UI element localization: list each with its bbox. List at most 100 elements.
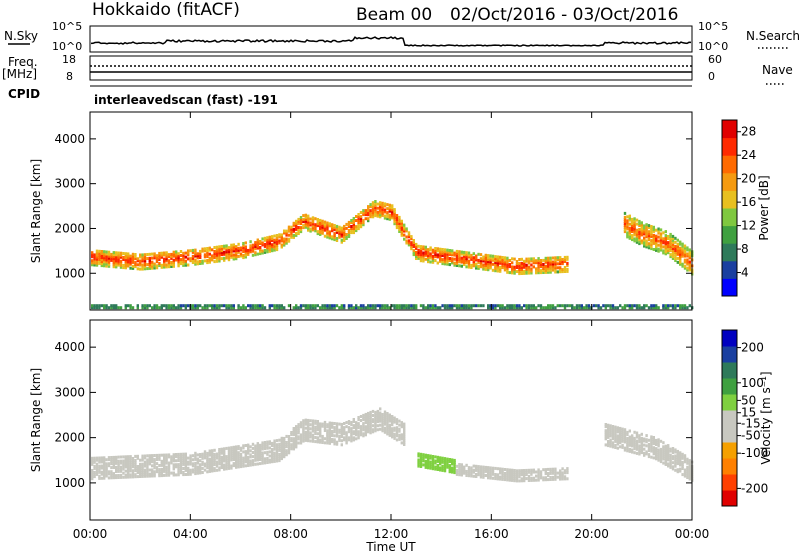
- heatmap-cell: [107, 256, 111, 260]
- heatmap-cell: [259, 240, 262, 243]
- heatmap-cell: [203, 249, 207, 253]
- heatmap-cell: [441, 464, 444, 468]
- heatmap-cell: [520, 469, 523, 473]
- heatmap-cell: [199, 465, 202, 469]
- heatmap-cell: [127, 465, 130, 469]
- heatmap-cell: [667, 245, 670, 249]
- heatmap-cell: [119, 255, 123, 259]
- heatmap-cell: [623, 446, 627, 450]
- heatmap-cell: [350, 221, 353, 224]
- heatmap-cell: [398, 217, 401, 221]
- heatmap-cell: [280, 243, 283, 247]
- heatmap-cell: [511, 269, 514, 273]
- heatmap-cell: [683, 252, 687, 256]
- heatmap-cell: [323, 222, 327, 226]
- heatmap-cell: [523, 469, 526, 472]
- heatmap-cell: [455, 256, 459, 259]
- heatmap-cell: [491, 258, 495, 262]
- heatmap-cell: [487, 306, 490, 310]
- heatmap-cell: [355, 215, 358, 218]
- heatmap-cell: [580, 306, 583, 310]
- heatmap-cell: [299, 421, 303, 425]
- heatmap-cell: [105, 250, 108, 254]
- heatmap-cell: [412, 243, 415, 246]
- heatmap-cell: [343, 436, 346, 440]
- heatmap-cell: [215, 251, 219, 255]
- heatmap-cell: [501, 306, 504, 310]
- heatmap-cell: [683, 456, 687, 460]
- heatmap-cell: [489, 266, 492, 270]
- heatmap-cell: [127, 463, 130, 467]
- heatmap-cell: [299, 304, 303, 308]
- heatmap-cell: [235, 447, 238, 451]
- heatmap-cell: [93, 253, 96, 257]
- heatmap-cell: [129, 260, 132, 264]
- heatmap-cell: [352, 227, 355, 231]
- heatmap-cell: [487, 470, 490, 474]
- heatmap-cell: [419, 253, 423, 257]
- heatmap-cell: [626, 219, 629, 223]
- heatmap-cell: [511, 265, 514, 269]
- heatmap-cell: [623, 211, 627, 215]
- heatmap-cell: [167, 306, 171, 310]
- heatmap-cell: [105, 264, 108, 268]
- heatmap-cell: [455, 470, 459, 474]
- heatmap-cell: [626, 449, 629, 453]
- heatmap-cell: [223, 465, 226, 469]
- heatmap-cell: [671, 465, 675, 469]
- heatmap-cell: [143, 267, 147, 271]
- heatmap-cell: [343, 226, 346, 230]
- heatmap-cell: [115, 261, 118, 265]
- heatmap-cell: [520, 269, 523, 273]
- heatmap-cell: [235, 457, 238, 461]
- heatmap-cell: [674, 458, 677, 462]
- heatmap-cell: [115, 255, 118, 259]
- heatmap-cell: [664, 446, 667, 450]
- heatmap-cell: [160, 463, 163, 467]
- heatmap-cell: [307, 439, 310, 443]
- heatmap-cell: [307, 433, 310, 437]
- heatmap-cell: [100, 254, 103, 258]
- heatmap-cell: [184, 452, 187, 456]
- heatmap-cell: [244, 245, 247, 249]
- heatmap-cell: [345, 425, 348, 429]
- heatmap-cell: [165, 251, 168, 255]
- heatmap-cell: [530, 472, 533, 476]
- heatmap-cell: [395, 434, 399, 438]
- heatmap-cell: [343, 306, 346, 310]
- heatmap-cell: [352, 217, 355, 220]
- heatmap-cell: [686, 262, 689, 266]
- heatmap-cell: [391, 204, 394, 208]
- heatmap-cell: [182, 257, 185, 261]
- heatmap-cell: [211, 467, 214, 471]
- heatmap-cell: [465, 265, 468, 269]
- heatmap-cell: [307, 435, 310, 439]
- heatmap-cell: [244, 454, 247, 458]
- heatmap-cell: [254, 245, 257, 249]
- heatmap-cell: [112, 251, 115, 255]
- heatmap-cell: [448, 468, 451, 472]
- heatmap-cell: [328, 425, 331, 429]
- heatmap-cell: [645, 452, 648, 456]
- heatmap-cell: [614, 425, 617, 429]
- heatmap-cell: [199, 455, 202, 459]
- heatmap-cell: [155, 254, 159, 258]
- heatmap-cell: [391, 417, 394, 421]
- heatmap-cell: [446, 457, 449, 461]
- heatmap-cell: [182, 473, 185, 477]
- heatmap-cell: [679, 469, 682, 473]
- colorbar-tick-label: -100: [741, 446, 768, 460]
- heatmap-cell: [172, 473, 175, 477]
- heatmap-cell: [535, 478, 538, 482]
- heatmap-cell: [638, 448, 641, 452]
- heatmap-cell: [683, 306, 687, 310]
- heatmap-cell: [235, 445, 238, 449]
- heatmap-cell: [177, 459, 180, 462]
- heatmap-cell: [631, 230, 634, 233]
- heatmap-cell: [299, 218, 303, 221]
- heatmap-cell: [105, 304, 108, 308]
- heatmap-cell: [225, 244, 228, 248]
- heatmap-cell: [220, 304, 223, 308]
- heatmap-cell: [170, 455, 173, 459]
- heatmap-cell: [285, 445, 288, 449]
